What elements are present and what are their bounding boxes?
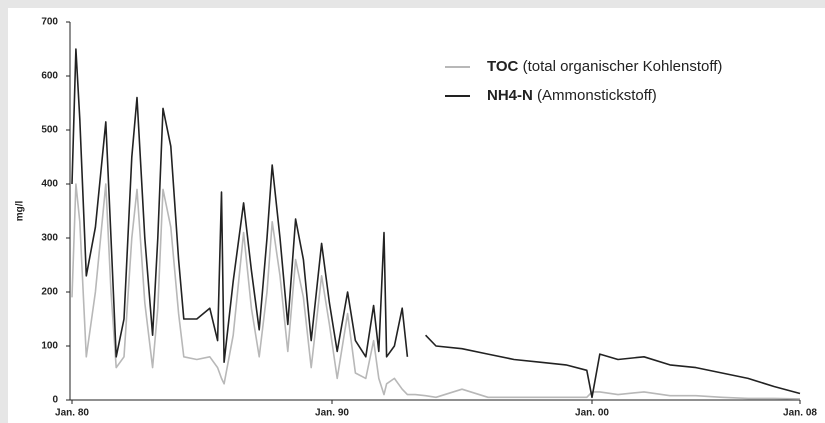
series-line: [71, 48, 801, 399]
y-tick-label: 600: [41, 71, 58, 82]
y-tick-label: 200: [41, 287, 58, 298]
y-tick-label: 500: [41, 125, 58, 136]
y-tick-label: 300: [41, 233, 58, 244]
y-tick-label: 700: [41, 17, 58, 28]
legend-name: NH4-N: [487, 87, 533, 104]
legend-name: TOC: [487, 58, 519, 75]
y-tick-label: 0: [52, 395, 58, 406]
x-tick-label: Jan. 90: [315, 408, 349, 419]
y-axis-label: mg/l: [15, 201, 26, 222]
series-line: [71, 183, 801, 400]
legend-label: TOC (total organischer Kohlenstoff): [487, 58, 722, 75]
x-tick-label: Jan. 08: [783, 408, 817, 419]
legend-label: NH4-N (Ammonstickstoff): [487, 87, 657, 104]
legend-detail: (Ammonstickstoff): [537, 87, 657, 104]
x-tick-label: Jan. 80: [55, 408, 89, 419]
legend-detail: (total organischer Kohlenstoff): [523, 58, 723, 75]
y-tick-label: 100: [41, 341, 58, 352]
x-tick-label: Jan. 00: [575, 408, 609, 419]
y-tick-label: 400: [41, 179, 58, 190]
